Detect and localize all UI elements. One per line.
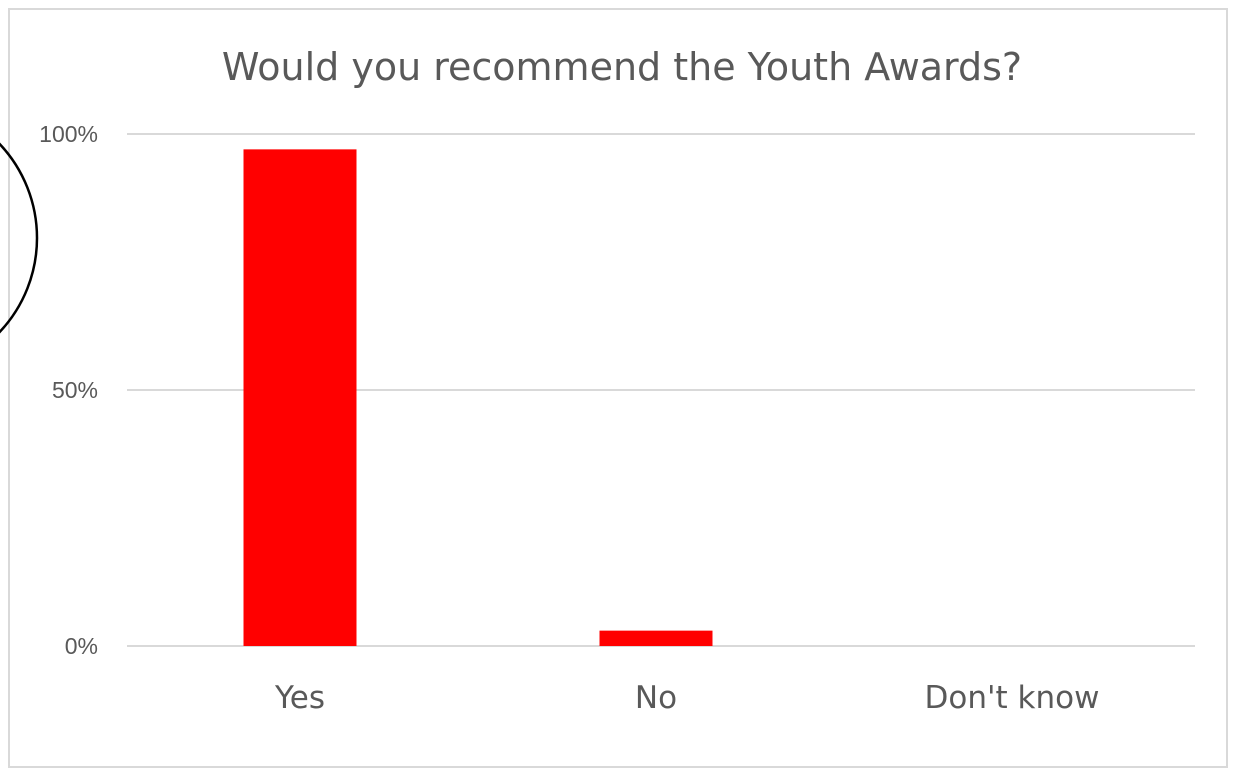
x-axis-ticks: Yes No Don't know xyxy=(274,680,1099,716)
bar-chart: Would you recommend the Youth Awards? 0%… xyxy=(0,45,1195,716)
chart-title: Would you recommend the Youth Awards? xyxy=(222,45,1022,89)
x-tick-label: Yes xyxy=(274,680,325,716)
bar-no xyxy=(599,630,713,646)
y-tick-label: 50% xyxy=(52,377,98,403)
annotation-circle xyxy=(0,142,39,334)
x-tick-label: Don't know xyxy=(925,680,1100,716)
x-tick-label: No xyxy=(635,680,677,716)
bars xyxy=(243,149,713,647)
y-tick-label: 100% xyxy=(39,121,98,147)
y-axis-ticks: 0% 50% 100% xyxy=(39,121,98,659)
bar-yes xyxy=(243,149,357,647)
y-tick-label: 0% xyxy=(65,633,98,659)
